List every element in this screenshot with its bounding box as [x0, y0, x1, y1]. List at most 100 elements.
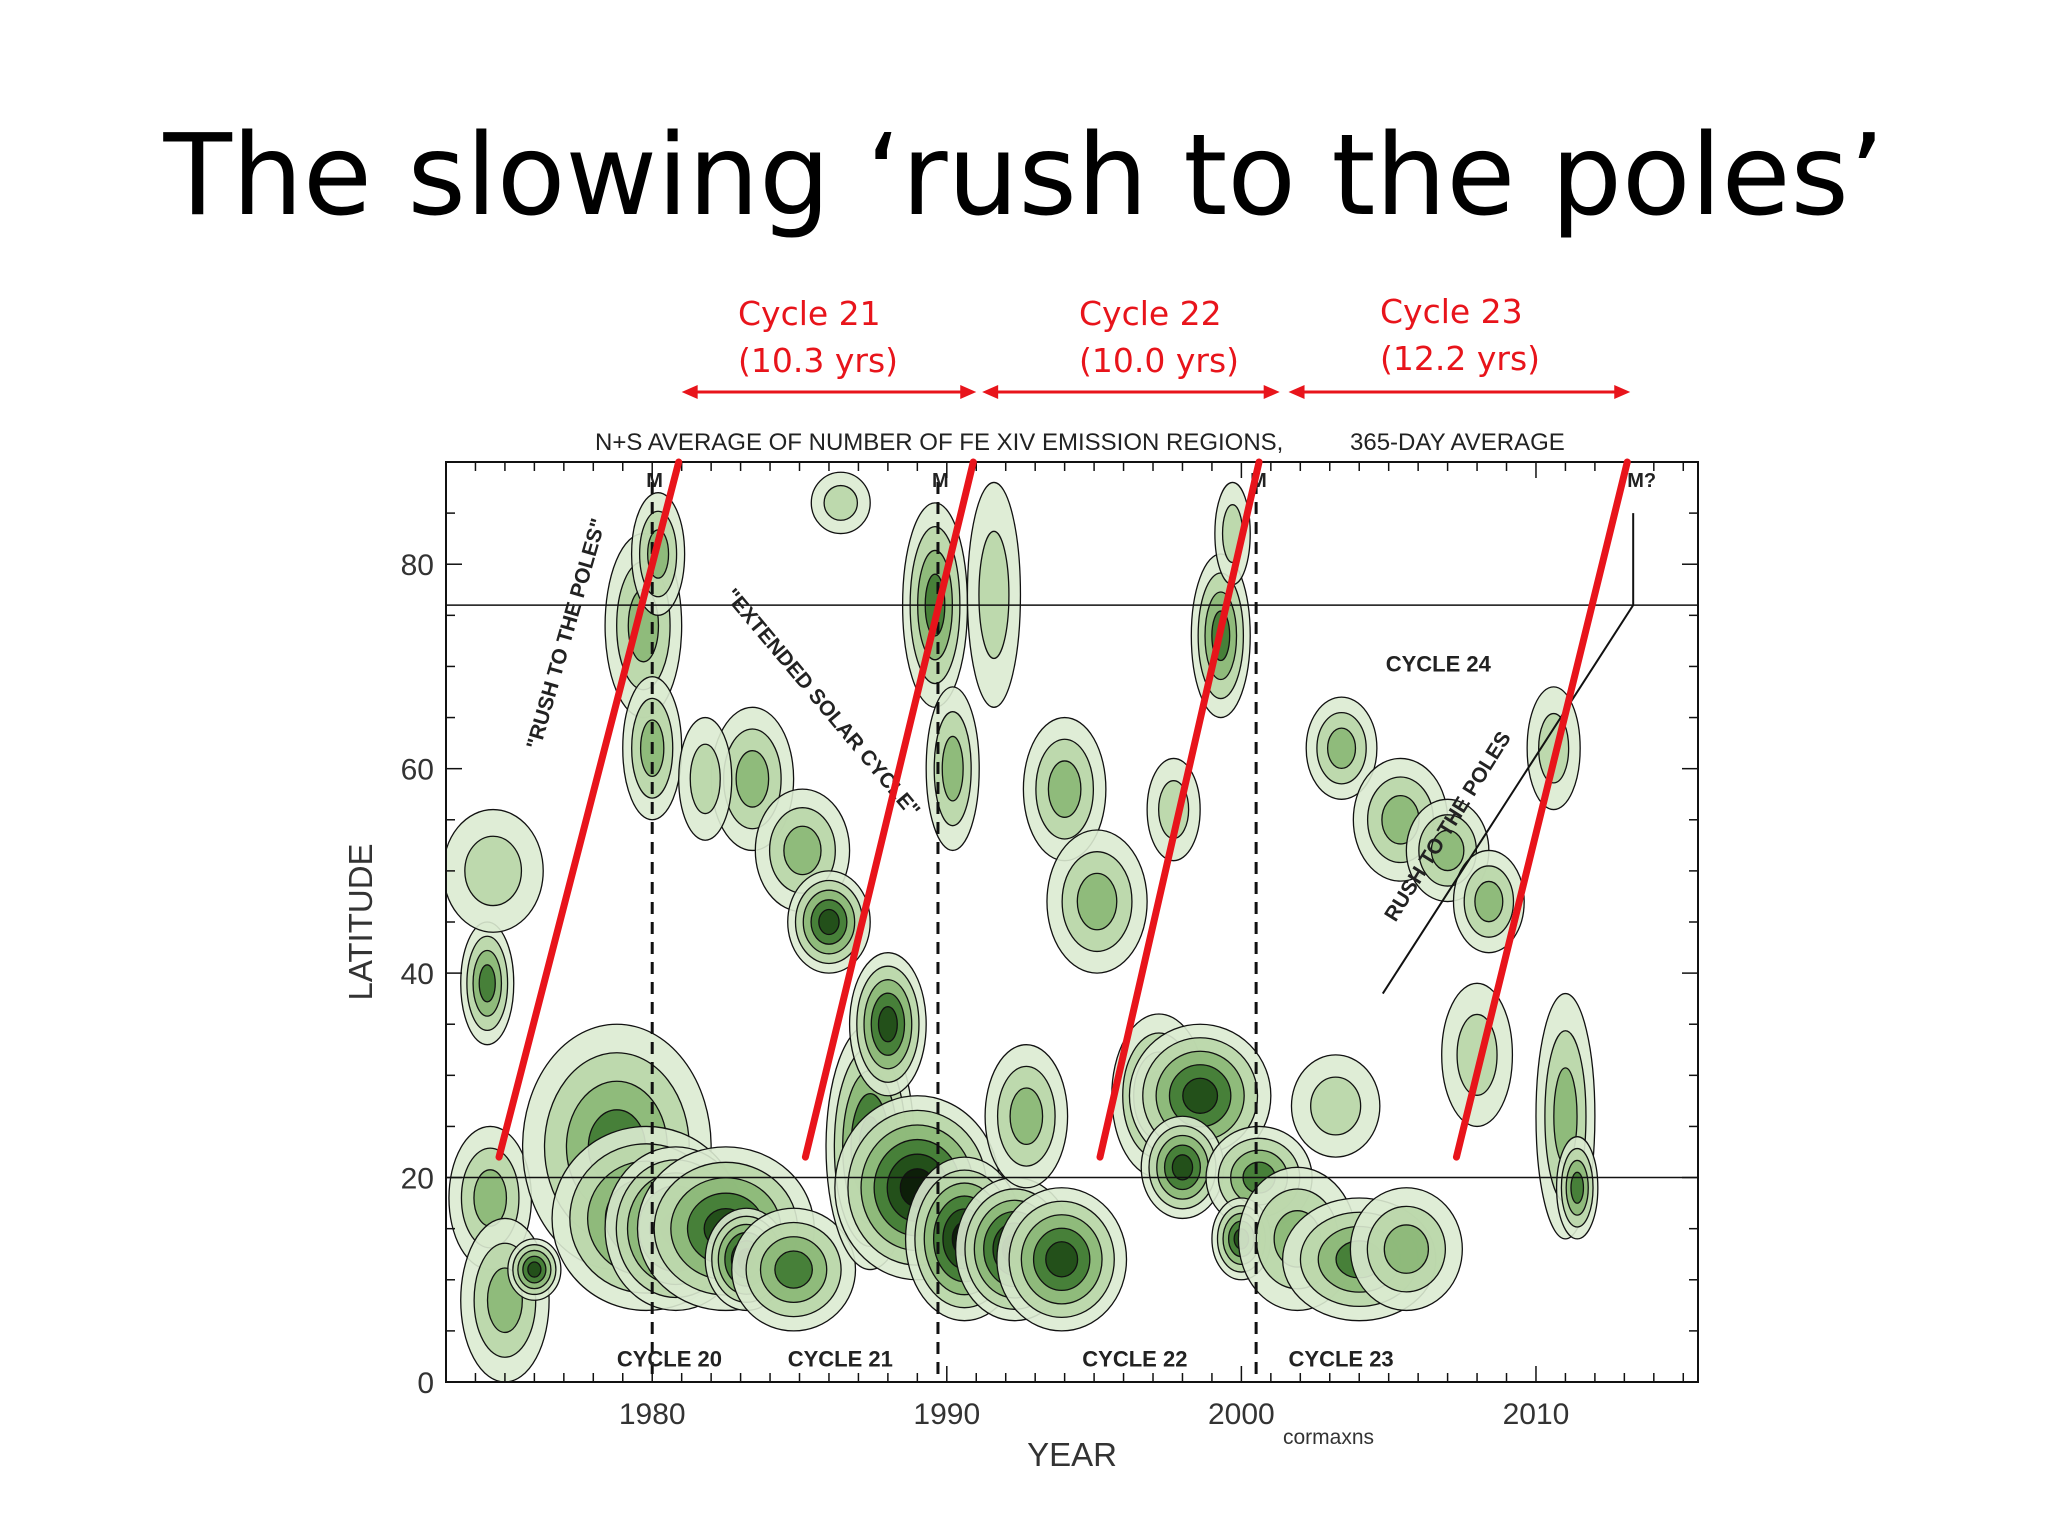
chart-title: N+S AVERAGE OF NUMBER OF FE XIV EMISSION… — [595, 429, 1283, 456]
y-tick-label: 60 — [401, 754, 434, 787]
solar-max-label: M — [646, 470, 663, 492]
emission-region-27 — [925, 686, 980, 852]
cycle-21-name: Cycle 21 — [738, 294, 881, 333]
contour-ring — [774, 1250, 813, 1289]
emission-region-16 — [787, 870, 871, 974]
contour-ring — [1045, 1241, 1079, 1278]
reference-lines — [446, 604, 1698, 1179]
cycle-labels: CYCLE 20 CYCLE 21 CYCLE 22 CYCLE 23 CYCLE 24 — [617, 652, 1492, 1372]
contour-ring — [527, 1261, 542, 1278]
axis-ticks: 1980 1990 2000 2010 0 20 40 60 80 — [401, 461, 1698, 1431]
contour-ring — [1474, 880, 1504, 923]
rush-trend-line-2 — [1096, 458, 1263, 1161]
arrow-head-right — [1263, 385, 1280, 399]
rush-trend-line-3 — [1452, 458, 1631, 1161]
arrow-head-left — [681, 385, 698, 399]
emission-region-45 — [1405, 798, 1490, 903]
solar-max-label: M — [932, 470, 949, 492]
rush-trend-line-1 — [801, 458, 977, 1161]
y-tick-label: 80 — [401, 549, 434, 582]
cycle-label: CYCLE 21 — [788, 1347, 893, 1372]
arrow-head-right — [960, 385, 977, 399]
cycle-22-label: Cycle 22 (10.0 yrs) — [1079, 290, 1239, 384]
emission-region-24 — [996, 1187, 1128, 1332]
x-axis-label: YEAR — [1027, 1436, 1117, 1473]
emission-region-4 — [446, 808, 544, 933]
emission-region-20 — [848, 952, 927, 1097]
credit-label: cormaxns — [1283, 1426, 1374, 1449]
contour-ring — [978, 530, 1010, 660]
emission-region-29 — [1022, 716, 1107, 862]
contour-ring — [1171, 1154, 1194, 1181]
contour-ring — [783, 825, 822, 876]
cycle-arrow-22 — [982, 385, 1280, 399]
y-tick-label: 0 — [417, 1367, 434, 1400]
cycle-label: CYCLE 23 — [1289, 1347, 1394, 1372]
contour-ring — [877, 1006, 898, 1043]
contour-ring — [689, 743, 721, 815]
emission-region-13 — [731, 1207, 857, 1332]
cycle-label: CYCLE 24 — [1386, 652, 1492, 677]
cycle-23-label: Cycle 23 (12.2 yrs) — [1380, 288, 1540, 382]
cycle-label: CYCLE 22 — [1082, 1347, 1187, 1372]
annotation-0: "RUSH TO THE POLES" — [522, 516, 610, 752]
rush-trend-line-0 — [495, 458, 683, 1161]
cycle-length-arrows — [681, 385, 1631, 399]
emission-region-46 — [1452, 849, 1525, 954]
emission-region-28 — [966, 481, 1022, 708]
contour-ring — [1009, 1087, 1044, 1146]
y-axis-label: LATITUDE — [342, 843, 379, 1000]
slide-title: The slowing ‘rush to the poles’ — [163, 111, 1885, 241]
x-tick-label: 1980 — [619, 1398, 686, 1431]
solar-maxima-markers: M M M M? — [646, 470, 1656, 1382]
emission-region-49 — [1555, 1136, 1599, 1240]
emission-region-14 — [710, 706, 795, 852]
contour-ring — [1383, 1224, 1430, 1274]
x-tick-label: 2000 — [1208, 1398, 1275, 1431]
rush-trend-lines — [495, 458, 1631, 1161]
contour-ring — [1076, 872, 1118, 931]
arrow-head-left — [982, 385, 999, 399]
emission-region-50 — [1441, 982, 1514, 1128]
cycle-label: CYCLE 20 — [617, 1347, 722, 1372]
cycle-arrow-21 — [681, 385, 977, 399]
contour-ring — [735, 750, 770, 808]
cycle-21-label: Cycle 21 (10.3 yrs) — [738, 290, 898, 384]
cycle-arrow-23 — [1288, 385, 1631, 399]
contour-ring — [1182, 1077, 1219, 1114]
x-tick-label: 1990 — [913, 1398, 980, 1431]
guide-line-0 — [1381, 604, 1635, 995]
contour-ring — [478, 964, 496, 1003]
emission-regions — [446, 471, 1599, 1382]
arrow-head-left — [1288, 385, 1305, 399]
guide-lines — [1381, 513, 1635, 995]
y-tick-label: 40 — [401, 958, 434, 991]
cycle-23-name: Cycle 23 — [1380, 292, 1523, 331]
y-tick-label: 20 — [401, 1163, 434, 1196]
contour-ring — [1430, 829, 1465, 872]
emission-region-33 — [1140, 1115, 1225, 1220]
arrow-head-right — [1614, 385, 1631, 399]
emission-region-18 — [810, 471, 871, 535]
contour-ring — [1570, 1171, 1585, 1204]
contour-ring — [1310, 1076, 1362, 1136]
cycle-22-length: (10.0 yrs) — [1079, 341, 1240, 380]
emission-region-25 — [984, 1044, 1069, 1189]
emission-region-38 — [1349, 1187, 1463, 1312]
x-tick-label: 2010 — [1503, 1398, 1570, 1431]
emission-region-2 — [507, 1238, 562, 1301]
contour-ring — [1047, 760, 1082, 818]
contour-ring — [823, 484, 859, 521]
cycle-22-name: Cycle 22 — [1079, 294, 1222, 333]
contour-ring — [941, 735, 964, 802]
plot-frame — [445, 461, 1699, 1383]
contour-ring — [818, 908, 840, 936]
emission-region-39 — [1290, 1054, 1381, 1158]
emission-region-30 — [1046, 829, 1148, 974]
emission-region-43 — [1305, 696, 1378, 800]
emission-region-17 — [678, 716, 733, 841]
emission-region-3 — [460, 921, 515, 1046]
solar-max-label: M? — [1627, 470, 1656, 492]
contour-ring — [1326, 727, 1357, 770]
